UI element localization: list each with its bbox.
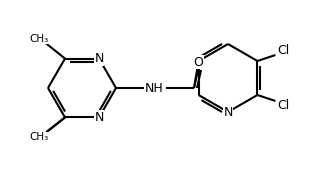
Text: CH₃: CH₃ (29, 132, 49, 142)
Text: O: O (193, 55, 203, 69)
Text: Cl: Cl (277, 98, 289, 112)
Text: N: N (94, 52, 104, 65)
Text: Cl: Cl (277, 44, 289, 58)
Text: NH: NH (145, 82, 163, 94)
Text: CH₃: CH₃ (29, 34, 49, 44)
Text: N: N (94, 111, 104, 124)
Text: N: N (223, 105, 233, 119)
